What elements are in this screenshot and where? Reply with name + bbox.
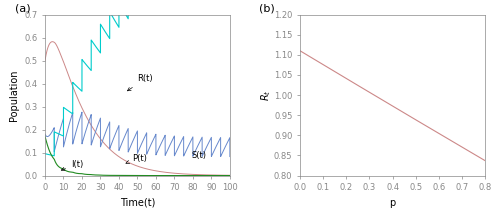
X-axis label: p: p xyxy=(390,198,396,208)
Text: (b): (b) xyxy=(260,3,275,13)
Text: P(t): P(t) xyxy=(126,154,147,164)
Y-axis label: Population: Population xyxy=(8,69,18,121)
Text: (a): (a) xyxy=(16,3,31,13)
Text: I(t): I(t) xyxy=(62,160,83,171)
Text: S(t): S(t) xyxy=(191,151,206,160)
X-axis label: Time(t): Time(t) xyxy=(120,198,155,208)
Text: R(t): R(t) xyxy=(128,74,153,91)
Y-axis label: $R_t$: $R_t$ xyxy=(259,89,272,101)
